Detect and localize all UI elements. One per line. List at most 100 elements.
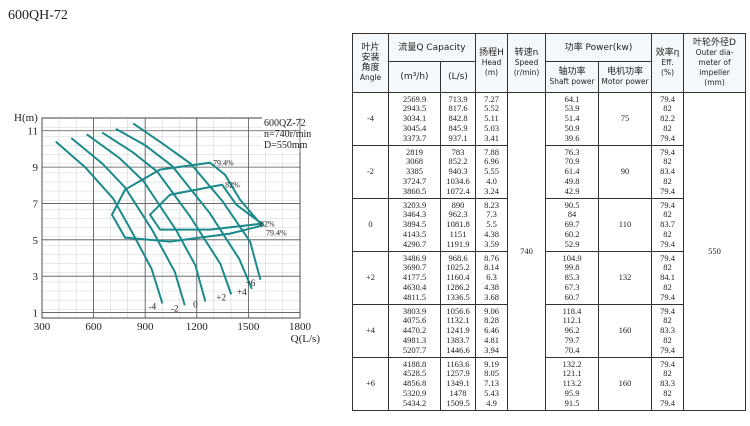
capacity-m3h-cell: 3803.9 4075.6 4470.2 4981.3 5207.7	[388, 304, 441, 358]
header-cell-text: 功率 Power(kw)	[564, 42, 633, 53]
table-row: +6 4188.8 4528.5 4856.8 5320.9 5434.2 1163.6 12…	[352, 357, 746, 411]
shaft-power-cell-text: 95.9	[564, 387, 580, 398]
shaft-power-cell: 118.4 112.1 96.2 79.7 70.4	[545, 304, 599, 358]
efficiency-cell-text: 82	[663, 103, 672, 114]
curve-label: 0	[193, 300, 198, 310]
efficiency-cell-text: 82	[663, 209, 672, 220]
efficiency-cell: 79.4 82 83.4 82 79.4	[651, 145, 685, 199]
capacity-ls-cell-text: 968.6	[448, 252, 468, 263]
header-cell-text: Shaft power	[549, 77, 595, 86]
header-cell-text: Head	[481, 58, 502, 67]
capacity-ls-cell-text: 1132.1	[446, 315, 470, 326]
efficiency-cell-text: 83.7	[660, 219, 675, 230]
speed-cell-text: 740	[520, 245, 533, 256]
efficiency-cell-text: 79.4	[660, 146, 675, 157]
head-cell-text: 4.81	[484, 334, 499, 345]
shaft-power-cell-text: 69.7	[564, 219, 580, 230]
header-cell-text: (m)	[484, 68, 499, 77]
header-cell-text: (mm)	[704, 78, 725, 87]
efficiency-cell: 79.4 82 84.1 82 79.4	[651, 251, 685, 305]
capacity-ls-cell-text: 1446.6	[446, 344, 470, 355]
contour-label: 79.4%	[266, 229, 287, 238]
x-tick-label: 900	[137, 321, 154, 333]
capacity-m3h-cell-text: 4981.3	[402, 334, 427, 345]
header-cell-text: meter of	[698, 58, 731, 67]
head-cell: 8.76 8.14 6.3 4.38 3.68	[475, 251, 508, 305]
capacity-ls-cell-text: 890	[451, 199, 465, 210]
head-cell-text: 3.24	[484, 185, 499, 196]
capacity-ls-cell: 968.6 1025.2 1160.4 1286.2 1336.5	[440, 251, 476, 305]
header-cell-text: 轴功率	[558, 67, 586, 77]
efficiency-contour	[148, 183, 265, 231]
capacity-ls-cell: 1056.6 1132.1 1241.9 1383.7 1446.6	[440, 304, 476, 358]
y-tick-label: 9	[33, 162, 39, 174]
efficiency-cell: 79.4 82 83.3 82 79.4	[651, 304, 685, 358]
angle-cell: -2	[352, 145, 389, 199]
capacity-m3h-cell-text: 3803.9	[402, 305, 427, 316]
header-cell-text: 转速n	[514, 48, 539, 58]
diameter-cell: 550	[683, 92, 747, 411]
y-axis-label: H(m)	[14, 112, 38, 124]
head-cell-text: 5.43	[484, 387, 499, 398]
capacity-ls-cell-text: 1034.6	[446, 175, 470, 186]
header-cell-text: 流量Q Capacity	[398, 42, 466, 53]
head-cell-text: 5.03	[484, 122, 499, 133]
efficiency-cell-text: 82	[663, 387, 672, 398]
header-row: (m³/h) (L/s) 轴功率 Shaft power 电机功率 Motor power	[353, 61, 746, 93]
shaft-power-cell-text: 49.8	[564, 175, 580, 186]
capacity-ls-cell: 890 962.3 1081.8 1151 1191.9	[440, 198, 476, 252]
efficiency-cell-text: 82	[663, 262, 672, 273]
x-tick-label: 600	[85, 321, 102, 333]
pump-curve	[55, 140, 164, 304]
efficiency-cell: 79.4 82 82.2 82 79.4	[651, 92, 685, 146]
efficiency-cell-text: 83.3	[660, 325, 675, 336]
capacity-ls-cell-text: 1160.4	[446, 272, 470, 283]
shaft-power-cell: 76.3 70.9 61.4 49.8 42.9	[545, 145, 599, 199]
capacity-m3h-cell-text: 3690.7	[402, 262, 427, 273]
capacity-ls-cell-text: 817.6	[448, 103, 468, 114]
capacity-m3h-cell-text: 4075.6	[402, 315, 427, 326]
head-cell-text: 8.76	[484, 252, 499, 263]
capacity-m3h-cell-text: 2569.9	[402, 93, 427, 104]
motor-power-cell: 160	[597, 304, 653, 358]
header-cell: (m³/h)	[388, 61, 441, 93]
angle-cell: 0	[352, 198, 389, 252]
header-cell: 电机功率 Motor power	[597, 61, 653, 93]
efficiency-cell-text: 82.2	[660, 113, 675, 124]
header-cell: 流量Q Capacity	[388, 33, 476, 62]
y-tick-label: 1	[33, 308, 39, 320]
motor-power-cell-text: 110	[618, 219, 632, 230]
capacity-ls-cell-text: 1151	[449, 228, 467, 239]
efficiency-cell-text: 79.4	[660, 185, 675, 196]
efficiency-cell: 79.4 82 83.3 82 79.4	[651, 357, 685, 411]
x-tick-label: 1800	[289, 321, 312, 333]
header-cell: (L/s)	[440, 61, 476, 93]
head-cell: 7.27 5.52 5.11 5.03 3.41	[475, 92, 508, 146]
shaft-power-cell-text: 99.8	[564, 262, 580, 273]
curve-label: +4	[237, 287, 247, 297]
efficiency-cell-text: 82	[663, 175, 672, 186]
shaft-power-cell: 132.2 121.1 113.2 95.9 91.5	[545, 357, 599, 411]
efficiency-cell-text: 79.4	[660, 132, 675, 143]
y-tick-label: 3	[33, 271, 39, 283]
shaft-power-cell-text: 52.9	[564, 238, 580, 249]
shaft-power-cell-text: 53.9	[564, 103, 580, 114]
capacity-ls-cell-text: 713.9	[448, 93, 468, 104]
capacity-ls-cell-text: 1509.5	[446, 397, 470, 408]
head-cell-text: 7.88	[484, 146, 499, 157]
capacity-m3h-cell-text: 4188.8	[402, 358, 427, 369]
capacity-ls-cell-text: 845.9	[448, 122, 468, 133]
header-cell: 轴功率 Shaft power	[545, 61, 599, 93]
capacity-ls-cell-text: 1349.1	[446, 378, 470, 389]
head-cell-text: 4.38	[484, 228, 499, 239]
efficiency-cell-text: 82	[663, 156, 672, 167]
capacity-ls-cell-text: 1025.2	[446, 262, 470, 273]
motor-power-cell-text: 90	[620, 166, 630, 177]
capacity-ls-cell: 783 852.2 940.3 1034.6 1072.4	[440, 145, 476, 199]
header-cell-text: (r/min)	[513, 68, 540, 77]
capacity-m3h-cell: 2819 3068 3385 3724.7 3860.5	[388, 145, 441, 199]
header-cell-text: (m³/h)	[400, 72, 429, 82]
header-cell: 叶轮外径D Outer dia-meter of impeller (mm)	[683, 33, 747, 93]
efficiency-cell-text: 79.4	[660, 93, 675, 104]
